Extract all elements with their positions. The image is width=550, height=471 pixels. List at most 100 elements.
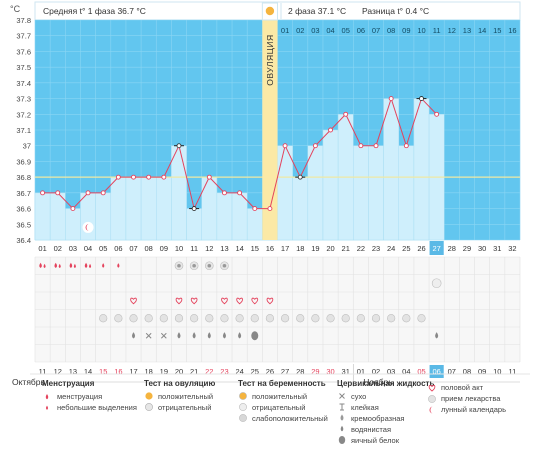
intercourse-heart-icon bbox=[130, 297, 137, 305]
cycle-day-label: 26 bbox=[417, 244, 425, 253]
medication-pill-icon bbox=[99, 314, 108, 323]
phase2-day-label: 11 bbox=[433, 26, 441, 35]
cycle-day-label: 32 bbox=[508, 244, 516, 253]
cycle-day-label: 08 bbox=[145, 244, 153, 253]
temperature-difference: Разница t° 0.4 °C bbox=[362, 6, 429, 16]
cycle-day-label: 04 bbox=[84, 244, 92, 253]
menstruation-drop-icon bbox=[69, 262, 73, 268]
cycle-day-label: 10 bbox=[175, 244, 183, 253]
temperature-point bbox=[282, 143, 288, 149]
legend-title-menstruation: Менструация bbox=[42, 379, 95, 388]
temperature-bar bbox=[65, 208, 81, 241]
legend-mucus-dry-icon bbox=[339, 393, 345, 399]
temperature-bar bbox=[186, 208, 202, 241]
calendar-date-label: 04 bbox=[402, 367, 410, 376]
medication-pill-icon bbox=[129, 314, 138, 323]
cycle-day-label: 12 bbox=[205, 244, 213, 253]
temperature-bar bbox=[246, 208, 263, 241]
y-tick-label: 37.1 bbox=[16, 126, 31, 135]
cycle-day-label: 03 bbox=[69, 244, 77, 253]
temperature-bar bbox=[368, 145, 384, 241]
cycle-day-label: 30 bbox=[478, 244, 486, 253]
calendar-date-label: 14 bbox=[84, 367, 92, 376]
calendar-date-label: 31 bbox=[342, 367, 350, 376]
calendar-date-label: 27 bbox=[281, 367, 289, 376]
cycle-day-label: 17 bbox=[281, 244, 289, 253]
phase2-day-label: 01 bbox=[281, 26, 289, 35]
legend-item-mucus: кремообразная bbox=[351, 414, 405, 423]
medication-pill-icon bbox=[220, 314, 229, 323]
temperature-point bbox=[191, 206, 197, 211]
temperature-point bbox=[85, 190, 91, 196]
temperature-point bbox=[176, 143, 182, 149]
cycle-day-label: 06 bbox=[114, 244, 122, 253]
cycle-day-label: 01 bbox=[38, 244, 46, 253]
y-tick-label: 37.2 bbox=[16, 110, 31, 119]
medication-pill-icon bbox=[190, 314, 199, 323]
menstruation-drop-icon bbox=[43, 263, 46, 269]
legend-intercourse-icon bbox=[428, 384, 436, 392]
medication-pill-icon bbox=[311, 314, 320, 323]
legend-medication-icon bbox=[428, 395, 436, 403]
medication-pill-icon bbox=[326, 314, 335, 323]
temperature-bar bbox=[322, 129, 339, 241]
temperature-bar bbox=[398, 145, 415, 241]
temperature-bar bbox=[49, 192, 66, 241]
phase2-day-label: 12 bbox=[448, 26, 456, 35]
temperature-point bbox=[131, 174, 136, 180]
phase2-average: 2 фаза 37.1 °C bbox=[288, 6, 346, 16]
y-tick-label: 36.6 bbox=[16, 205, 31, 214]
legend-title-mucus: Цервикальная жидкость bbox=[337, 379, 434, 388]
temperature-bar bbox=[125, 176, 142, 241]
phase2-day-label: 03 bbox=[311, 26, 319, 35]
temperature-point bbox=[343, 111, 349, 117]
temperature-bar bbox=[171, 145, 187, 241]
temperature-point bbox=[312, 143, 318, 149]
y-tick-label: 37 bbox=[23, 142, 31, 151]
cycle-day-label: 15 bbox=[251, 244, 259, 253]
calendar-date-label: 03 bbox=[387, 367, 395, 376]
legend-pregnancy-icon bbox=[239, 414, 247, 422]
menstruation-drop-icon bbox=[39, 262, 42, 268]
y-tick-label: 37.3 bbox=[16, 95, 31, 104]
calendar-date-label: 19 bbox=[160, 367, 168, 376]
menstruation-drop-icon bbox=[54, 262, 58, 268]
phase2-day-label: 04 bbox=[326, 26, 334, 35]
temperature-bar bbox=[201, 176, 218, 241]
cycle-day-label: 20 bbox=[326, 244, 334, 253]
ovulation-label: ОВУЛЯЦИЯ bbox=[265, 34, 275, 85]
mucus-watery-drop-icon bbox=[435, 332, 439, 339]
ovulation-test-dot bbox=[177, 263, 181, 268]
temperature-point bbox=[419, 96, 424, 101]
intercourse-heart-icon bbox=[221, 297, 228, 305]
menstruation-drop-icon bbox=[58, 263, 61, 269]
intercourse-heart-icon bbox=[251, 297, 259, 305]
phase2-day-label: 05 bbox=[342, 26, 350, 35]
medication-pill-icon bbox=[114, 314, 123, 323]
legend-item-moon: лунный календарь bbox=[441, 405, 506, 414]
medication-pill-icon bbox=[250, 314, 259, 323]
legend-item-pregnancy: положительный bbox=[252, 392, 307, 401]
calendar-date-label: 22 bbox=[205, 367, 213, 376]
legend-item-mucus: клейкая bbox=[351, 403, 379, 412]
phase2-day-label: 15 bbox=[493, 26, 501, 35]
medication-pill-icon bbox=[235, 314, 244, 323]
temperature-bar bbox=[353, 145, 369, 241]
intercourse-heart-icon bbox=[190, 297, 198, 305]
legend-spotting-icon bbox=[45, 405, 49, 410]
temperature-bar bbox=[34, 192, 51, 241]
legend-ovulation-positive-icon bbox=[145, 392, 153, 400]
phase2-day-label: 14 bbox=[478, 26, 486, 35]
legend-item-ovulation-positive: положительный bbox=[158, 392, 213, 401]
temperature-bar bbox=[140, 176, 157, 241]
temperature-point bbox=[70, 206, 76, 212]
cycle-day-label: 18 bbox=[296, 244, 304, 253]
cycle-day-label: 14 bbox=[235, 244, 243, 253]
y-tick-label: 37.5 bbox=[16, 63, 31, 72]
temperature-point bbox=[206, 174, 212, 180]
calendar-date-label: 24 bbox=[235, 367, 243, 376]
legend-menstruation-icon bbox=[45, 394, 49, 400]
temperature-point bbox=[100, 190, 106, 196]
legend-item-pregnancy: слабоположительный bbox=[252, 414, 328, 423]
pregnancy-test-negative-icon bbox=[431, 278, 442, 289]
